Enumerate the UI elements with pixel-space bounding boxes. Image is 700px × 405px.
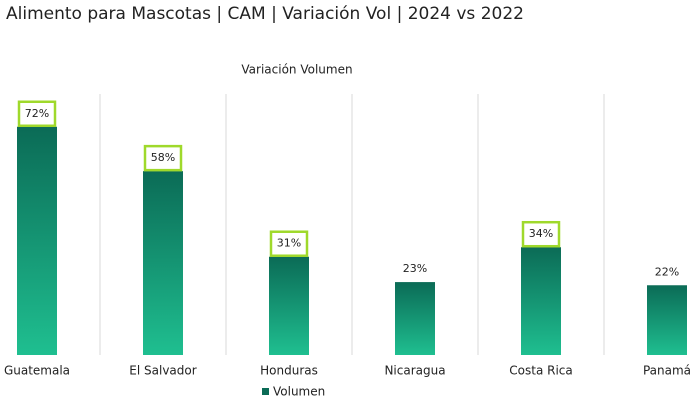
bar [647, 285, 687, 355]
bar [269, 256, 309, 355]
bar [143, 171, 183, 355]
value-label: 23% [403, 262, 427, 275]
x-tick-label: Panamá [643, 364, 691, 378]
bar [17, 126, 57, 355]
x-tick-label: Costa Rica [509, 364, 572, 378]
x-tick-label: El Salvador [129, 364, 196, 378]
bar [395, 282, 435, 355]
value-label: 22% [655, 265, 679, 278]
x-tick-label: Nicaragua [384, 364, 445, 378]
highlight-box [143, 144, 183, 172]
x-tick-label: Honduras [260, 364, 318, 378]
bar [521, 247, 561, 355]
chart-subtitle: Variación Volumen [241, 63, 352, 77]
value-label: 34% [529, 227, 553, 240]
legend-label: Volumen [273, 385, 325, 399]
highlight-box [17, 100, 57, 128]
value-label: 58% [151, 151, 175, 164]
highlight-box [521, 220, 561, 248]
legend-swatch [262, 388, 269, 395]
highlight-box [269, 230, 309, 257]
chart-title: Alimento para Mascotas | CAM | Variación… [6, 4, 524, 24]
value-label: 72% [25, 107, 49, 120]
value-label: 31% [277, 237, 301, 250]
x-tick-label: Guatemala [4, 364, 70, 378]
